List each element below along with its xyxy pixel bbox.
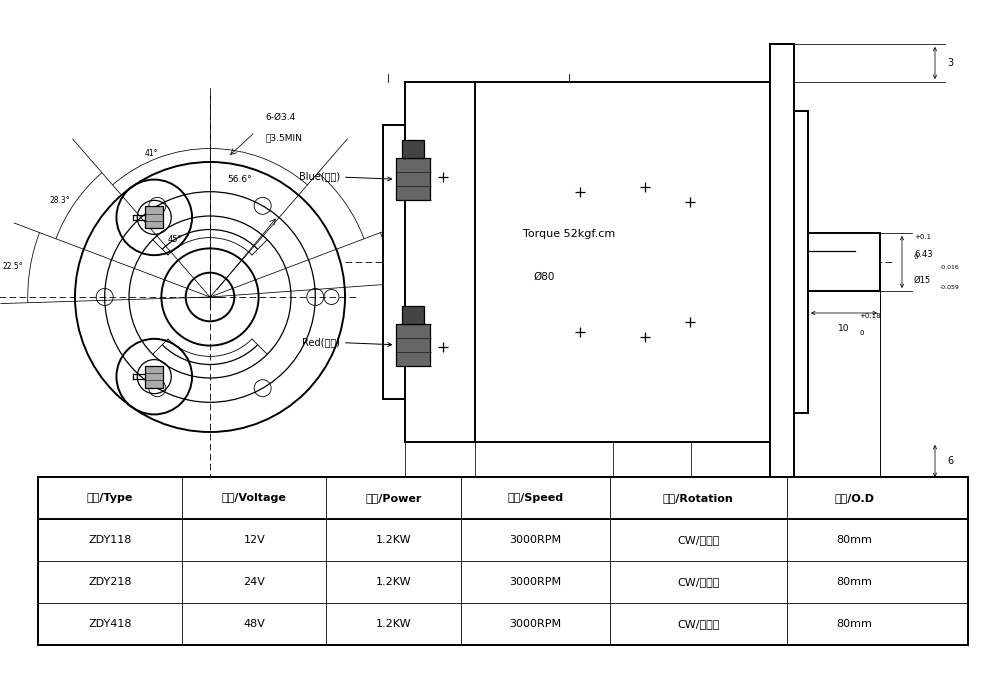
Text: 4-69: 4-69	[572, 534, 594, 544]
Text: 1.2KW: 1.2KW	[376, 577, 412, 587]
Bar	[396, 158, 430, 200]
Text: 80mm: 80mm	[836, 577, 872, 587]
Text: 3: 3	[947, 58, 953, 68]
Text: 3000RPM: 3000RPM	[509, 619, 562, 629]
Text: 22.5°: 22.5°	[2, 262, 23, 271]
Text: 3000RPM: 3000RPM	[509, 535, 562, 545]
Text: CW/顺时针: CW/顺时针	[677, 535, 719, 545]
Text: 24V: 24V	[243, 577, 265, 587]
Text: Torque 52kgf.cm: Torque 52kgf.cm	[523, 229, 615, 239]
Text: 0: 0	[859, 330, 864, 336]
Text: 45°: 45°	[168, 235, 182, 244]
Text: 6-Ø3.4: 6-Ø3.4	[265, 113, 295, 122]
Bar	[808, 233, 880, 291]
Bar	[794, 111, 808, 413]
Text: +0.1: +0.1	[914, 234, 931, 240]
Bar	[396, 324, 430, 365]
Text: Blue(蓝色): Blue(蓝色)	[299, 171, 392, 181]
Text: 深3.5MIN: 深3.5MIN	[265, 133, 302, 142]
Text: 6: 6	[947, 456, 953, 466]
Text: 外径/O.D: 外径/O.D	[834, 493, 874, 503]
Text: 80mm: 80mm	[836, 535, 872, 545]
Text: 1.2KW: 1.2KW	[376, 535, 412, 545]
Bar	[402, 140, 424, 158]
Text: CW/顺时针: CW/顺时针	[677, 577, 719, 587]
Text: 80mm: 80mm	[836, 619, 872, 629]
Text: 0: 0	[914, 254, 918, 260]
Text: 1.2KW: 1.2KW	[376, 619, 412, 629]
Text: ZDY118: ZDY118	[88, 535, 132, 545]
Text: ZDY418: ZDY418	[88, 619, 132, 629]
Text: 41°: 41°	[145, 148, 158, 158]
Text: 56.6°: 56.6°	[228, 175, 252, 184]
Text: Ø15: Ø15	[914, 275, 931, 284]
Bar	[145, 206, 163, 228]
Text: Red(红色): Red(红色)	[302, 337, 392, 347]
Text: Ø80: Ø80	[533, 272, 554, 282]
Text: -0.059: -0.059	[940, 284, 960, 289]
Bar	[402, 306, 424, 324]
Text: +0.18: +0.18	[859, 313, 881, 319]
Bar	[770, 44, 794, 480]
Text: 3000RPM: 3000RPM	[509, 577, 562, 587]
Text: 25±0.2: 25±0.2	[808, 508, 842, 517]
Text: 211.5: 211.5	[628, 567, 657, 577]
Text: ZDY218: ZDY218	[88, 577, 132, 587]
Text: 电压/Voltage: 电压/Voltage	[222, 493, 287, 503]
Text: 10: 10	[838, 324, 850, 333]
Bar	[383, 125, 405, 398]
Text: 型号/Type: 型号/Type	[87, 493, 133, 503]
Text: 2-57: 2-57	[533, 507, 555, 517]
Bar	[145, 365, 163, 387]
Text: 6.43: 6.43	[914, 249, 933, 258]
Bar	[405, 82, 770, 442]
Text: 28.3°: 28.3°	[50, 196, 70, 205]
Text: 功率/Power: 功率/Power	[366, 493, 422, 503]
Text: 转速/Speed: 转速/Speed	[507, 493, 564, 503]
Text: 转向/Rotation: 转向/Rotation	[663, 493, 734, 503]
Text: 12V: 12V	[243, 535, 265, 545]
Text: -0.016: -0.016	[940, 264, 960, 269]
Text: CW/顺时针: CW/顺时针	[677, 619, 719, 629]
Bar	[38, 477, 968, 645]
Text: 48V: 48V	[243, 619, 265, 629]
